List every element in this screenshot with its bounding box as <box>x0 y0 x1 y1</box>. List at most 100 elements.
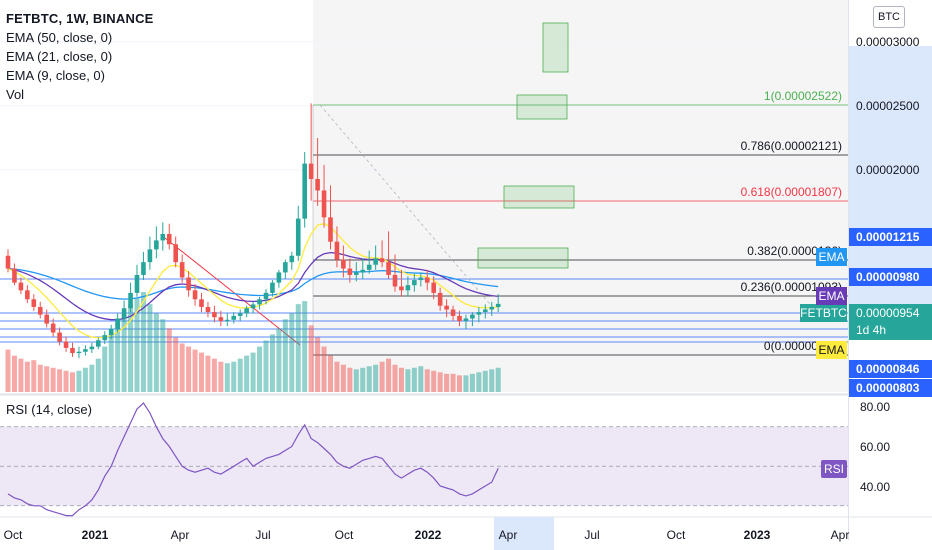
volume-bar <box>386 358 392 392</box>
candle-body <box>470 314 475 319</box>
candle-body <box>154 240 159 250</box>
volume-bar <box>11 355 17 392</box>
volume-bar <box>282 319 288 392</box>
price-marker-badge <box>849 268 932 286</box>
price-tick-label: 0.00002500 <box>856 99 920 113</box>
chart-legend: FETBTC, 1W, BINANCE EMA (50, close, 0) E… <box>6 9 154 104</box>
volume-bar <box>237 358 243 392</box>
candle-body <box>379 258 385 263</box>
symbol-title[interactable]: FETBTC, 1W, BINANCE <box>6 11 154 26</box>
ema-tag-label: EMA <box>818 343 844 357</box>
candle-body <box>25 290 30 300</box>
candle-body <box>341 259 346 269</box>
candle-body <box>115 318 120 329</box>
currency-button[interactable]: BTC <box>873 6 905 28</box>
candle-body <box>212 312 217 318</box>
price-marker-badge <box>849 360 932 378</box>
candle-body <box>315 178 320 191</box>
volume-bar <box>328 355 333 392</box>
candle-body <box>373 258 378 265</box>
candle-body <box>76 351 82 354</box>
volume-bar <box>89 364 95 392</box>
rsi-badge-label: RSI <box>824 462 844 476</box>
candle-body <box>360 269 366 273</box>
time-axis-label: Oct <box>4 528 23 542</box>
volume-bar <box>134 298 140 392</box>
candle-body <box>283 262 288 273</box>
volume-bar <box>373 364 379 392</box>
volume-bar <box>457 375 462 392</box>
candle-body <box>12 268 17 283</box>
price-marker-badge <box>849 379 932 397</box>
rsi-title[interactable]: RSI (14, close) <box>6 402 92 417</box>
volume-bar <box>360 367 366 392</box>
volume-bar <box>489 369 495 392</box>
indicator-volume-label[interactable]: Vol <box>6 87 25 102</box>
rsi-tick-label: 60.00 <box>860 440 890 454</box>
volume-bar <box>63 370 69 392</box>
volume-bar <box>5 349 11 392</box>
volume-bar <box>334 361 340 392</box>
volume-bar <box>398 367 404 392</box>
volume-bar <box>70 372 75 392</box>
volume-bar <box>224 363 230 392</box>
last-price-label: 0.00000954 <box>856 306 920 320</box>
volume-bar <box>295 304 301 392</box>
volume-bar <box>353 369 359 392</box>
downtrend-line <box>164 237 301 346</box>
volume-bar <box>340 364 346 392</box>
candle-body <box>418 277 424 281</box>
candle-body <box>199 299 204 307</box>
candle-body <box>354 272 359 275</box>
volume-bar <box>463 375 469 392</box>
volume-bar <box>289 313 295 392</box>
volume-bar <box>37 364 43 392</box>
volume-bar <box>57 369 63 392</box>
candle-body <box>250 304 256 309</box>
volume-bar <box>166 328 172 392</box>
rsi-badge <box>821 460 847 478</box>
time-axis-label: Apr <box>831 528 850 542</box>
candle-body <box>437 292 443 306</box>
time-axis-label: Oct <box>335 528 354 542</box>
candle-body <box>276 272 282 283</box>
last-price-badge <box>849 304 932 340</box>
price-marker-label: 0.00000846 <box>856 362 920 376</box>
volume-bar <box>140 292 146 392</box>
candle-body <box>412 280 417 286</box>
volume-bar <box>179 343 185 392</box>
ema-tag-label: EMA <box>818 289 844 303</box>
price-marker-label: 0.00000980 <box>856 270 920 284</box>
candle-body <box>173 244 178 263</box>
candle-body <box>166 234 172 245</box>
indicator-ema9-label[interactable]: EMA (9, close, 0) <box>6 68 105 83</box>
volume-bar <box>18 358 24 392</box>
volume-bar <box>405 369 411 392</box>
volume-bar <box>450 373 456 392</box>
volume-bar <box>231 361 237 392</box>
ema-tag <box>816 341 847 359</box>
volume-bar <box>244 355 250 392</box>
volume-bar <box>431 370 437 392</box>
indicator-ema21-label[interactable]: EMA (21, close, 0) <box>6 49 113 64</box>
ema-tag <box>816 287 847 305</box>
ema-50-line <box>7 267 499 300</box>
candle-body <box>424 277 430 283</box>
time-axis-label: 2022 <box>415 528 442 542</box>
candle-body <box>463 318 469 322</box>
volume-bar <box>199 352 204 392</box>
volume-bar <box>153 313 159 392</box>
volume-bar <box>147 304 153 392</box>
volume-bar <box>50 367 56 392</box>
indicator-ema50-label[interactable]: EMA (50, close, 0) <box>6 30 113 45</box>
price-tick-label: 0.00003000 <box>856 35 920 49</box>
time-axis-label: Jul <box>255 528 270 542</box>
volume-bar <box>82 367 88 392</box>
scroll-to-realtime-button[interactable] <box>847 540 857 550</box>
symbol-tag-label: FETBTC <box>800 306 847 320</box>
volume-bar <box>257 346 263 392</box>
candle-body <box>289 255 295 263</box>
volume-bar <box>347 367 353 392</box>
candle-body <box>476 312 482 315</box>
